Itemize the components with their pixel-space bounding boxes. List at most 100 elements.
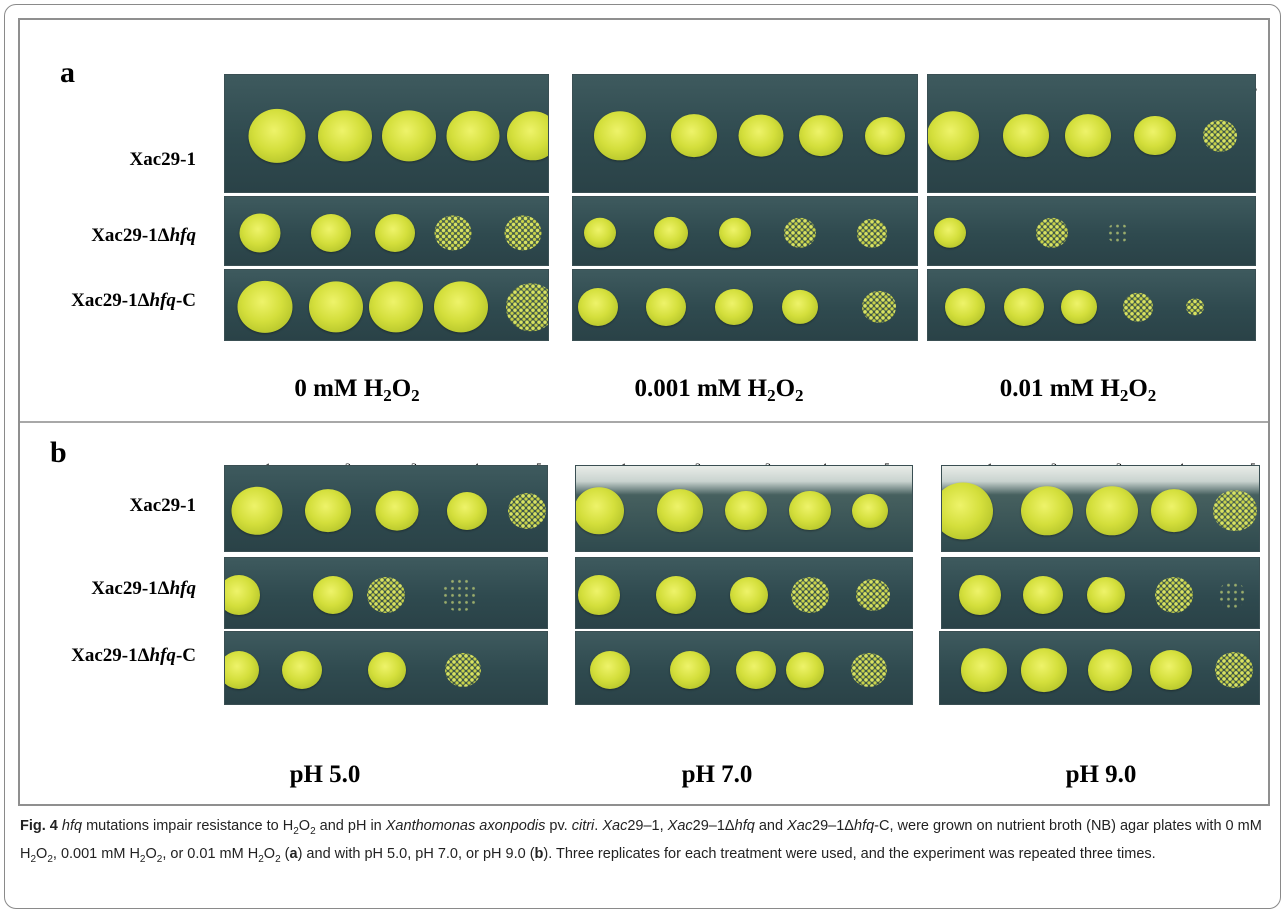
colony-spot (309, 281, 363, 333)
agar-plate (941, 557, 1260, 629)
colony-spot (447, 491, 487, 530)
panel-divider (20, 421, 1268, 423)
colony-spot (368, 651, 406, 689)
colony-spot (942, 482, 993, 539)
agar-plate (572, 269, 918, 341)
agar-plate (224, 74, 549, 193)
colony-spot (856, 578, 890, 612)
colony-spot (852, 493, 888, 528)
colony-spot (715, 288, 753, 326)
agar-plate (575, 465, 913, 552)
colony-spot (248, 108, 306, 163)
agar-plate (572, 196, 918, 266)
agar-plate (927, 74, 1256, 193)
colony-spot (1021, 485, 1073, 536)
colony-spot (1087, 576, 1125, 614)
colony-spot (1021, 648, 1067, 692)
colony-spot (1088, 649, 1132, 691)
colony-spot (375, 214, 415, 252)
colony-spot (311, 214, 351, 252)
colony-spot (857, 218, 887, 248)
colony-spot (1151, 488, 1197, 533)
colony-spot (654, 216, 688, 250)
colony-spot (282, 651, 322, 689)
colony-spot (434, 215, 472, 251)
colony-spot (225, 651, 259, 689)
colony-spot (445, 652, 481, 688)
colony-spot (862, 290, 896, 324)
colony-spot (225, 575, 260, 615)
colony-spot (1218, 581, 1246, 609)
condition-ph7: pH 7.0 (681, 761, 753, 788)
colony-spot (782, 289, 818, 325)
colony-spot (237, 280, 293, 334)
colony-spot (928, 110, 979, 161)
colony-spot (730, 576, 768, 614)
condition-ph9: pH 9.0 (1065, 761, 1137, 788)
colony-spot (656, 576, 696, 614)
colony-spot (1036, 217, 1068, 249)
colony-spot (231, 486, 283, 535)
colony-spot (670, 651, 710, 689)
agar-plate (224, 557, 548, 629)
condition-ph5: pH 5.0 (289, 761, 361, 788)
colony-spot (791, 576, 829, 614)
colony-spot (961, 648, 1007, 692)
colony-spot (1086, 485, 1138, 536)
colony-spot (446, 110, 500, 161)
colony-spot (1123, 292, 1153, 322)
agar-plate (575, 557, 913, 629)
colony-spot (1215, 651, 1253, 689)
figure-panel-box: a 10-110-210-310-410-510-110-210-310-410… (18, 18, 1270, 806)
colony-spot (382, 109, 436, 162)
colony-spot (504, 215, 542, 251)
agar-plate (941, 465, 1260, 552)
colony-spot (1107, 222, 1129, 244)
condition-0mM: 0 mM H2O2 (294, 375, 420, 405)
colony-spot (594, 110, 646, 161)
colony-spot (434, 281, 488, 333)
colony-spot (1023, 576, 1063, 614)
colony-spot (578, 575, 620, 615)
colony-spot (318, 109, 372, 162)
strain-label: Xac29-1Δhfq-C (71, 645, 196, 666)
agar-plate (927, 269, 1256, 341)
colony-spot (671, 113, 717, 158)
colony-spot (507, 110, 548, 161)
strain-label: Xac29-1Δhfq-C (71, 290, 196, 311)
condition-001mM: 0.01 mM H2O2 (999, 375, 1157, 405)
colony-spot (576, 486, 624, 535)
colony-spot (725, 490, 767, 531)
colony-spot (1150, 650, 1192, 690)
panel-a-label: a (60, 56, 75, 89)
colony-spot (1004, 288, 1044, 326)
colony-spot (789, 490, 831, 531)
strain-label: Xac29-1 (129, 495, 196, 516)
colony-spot (578, 288, 618, 326)
agar-plate (224, 269, 549, 341)
colony-spot (239, 213, 281, 253)
agar-plate (224, 465, 548, 552)
condition-0001mM: 0.001 mM H2O2 (634, 375, 804, 405)
colony-spot (945, 288, 985, 326)
colony-spot (851, 652, 887, 688)
colony-spot (1065, 113, 1111, 158)
colony-spot (786, 651, 824, 689)
panel-b-label: b (50, 436, 67, 469)
colony-spot (1203, 119, 1237, 152)
figure-caption: Fig. 4 hfq mutations impair resistance t… (20, 818, 1262, 865)
colony-spot (584, 217, 616, 249)
colony-spot (784, 217, 816, 249)
colony-spot (738, 114, 784, 157)
colony-spot (646, 288, 686, 326)
colony-spot (736, 651, 776, 689)
colony-spot (590, 651, 630, 689)
colony-spot (934, 217, 966, 249)
colony-spot (1186, 298, 1204, 316)
colony-spot (369, 281, 423, 333)
colony-spot (1061, 289, 1097, 325)
colony-spot (313, 576, 353, 614)
agar-plate (575, 631, 913, 705)
strain-label: Xac29-1Δhfq (91, 225, 196, 246)
colony-spot (657, 488, 703, 533)
